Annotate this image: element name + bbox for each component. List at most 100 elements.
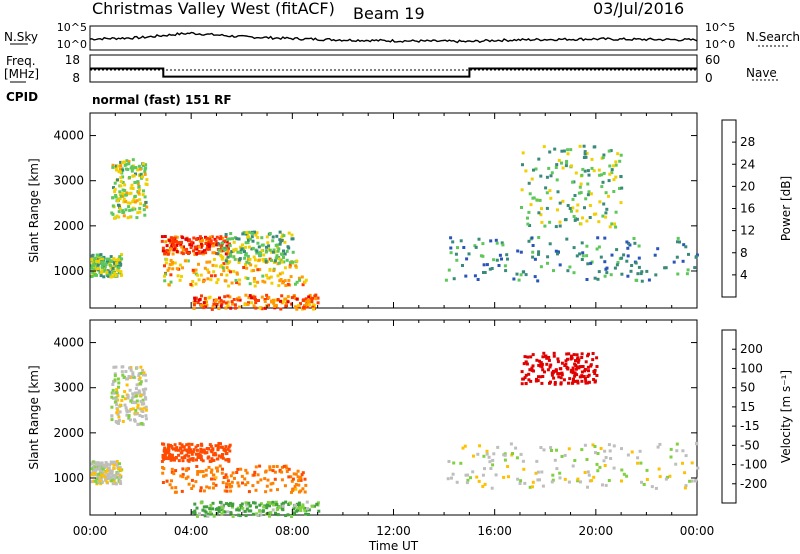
power-cell (127, 205, 131, 209)
power-cell (114, 164, 118, 168)
velocity-cell (317, 509, 321, 513)
power-cell (267, 303, 270, 307)
power-cell (229, 232, 233, 235)
power-cell (252, 269, 256, 272)
power-cell (225, 240, 229, 244)
velocity-cell (607, 443, 611, 447)
velocity-cell (201, 470, 205, 473)
power-cell (313, 294, 317, 298)
velocity-cell (202, 489, 206, 493)
power-cell (270, 250, 274, 254)
velocity-cell (536, 379, 540, 383)
power-cell (181, 266, 184, 270)
velocity-cell (225, 452, 229, 455)
velocity-cell (275, 465, 279, 468)
power-cell (610, 253, 614, 257)
velocity-cell (191, 458, 195, 462)
power-cell (144, 200, 148, 204)
power-cell (678, 240, 681, 244)
power-cell (215, 281, 219, 285)
power-cell (189, 240, 193, 244)
power-cell (283, 279, 287, 283)
power-cell (189, 283, 193, 286)
velocity-cell (577, 366, 581, 370)
power-cell (198, 297, 202, 301)
velocity-cell (201, 508, 205, 512)
power-cell (271, 235, 275, 239)
power-cell (288, 265, 292, 269)
velocity-cell (612, 444, 616, 448)
velocity-cell (114, 397, 118, 401)
velocity-cell (297, 483, 301, 487)
power-cell (281, 281, 285, 285)
velocity-cell (558, 367, 562, 371)
power-cell (256, 236, 260, 239)
time-tick-label: 16:00 (477, 524, 512, 538)
velocity-cell (107, 477, 111, 480)
power-cell (225, 266, 229, 270)
power-cell (199, 251, 202, 255)
velocity-cell (586, 354, 590, 358)
power-cell (200, 294, 203, 298)
power-cell (138, 167, 142, 171)
noise-tick-left-top: 10^5 (57, 21, 87, 34)
power-cell (605, 266, 609, 270)
power-cell (93, 260, 97, 264)
power-cell (548, 220, 552, 224)
velocity-cell (212, 514, 216, 518)
power-cell (282, 234, 286, 238)
velocity-cell (559, 382, 563, 386)
power-cell (277, 261, 281, 265)
velocity-cell (461, 446, 465, 450)
velocity-cell (523, 355, 527, 359)
velocity-cell (113, 474, 117, 478)
velocity-cell (178, 447, 182, 451)
velocity-cell (273, 477, 277, 481)
velocity-cell (207, 465, 211, 469)
power-cell (530, 236, 534, 240)
velocity-cell (265, 503, 269, 507)
power-cell (682, 243, 686, 247)
velocity-cell (289, 475, 293, 479)
velocity-cell (547, 358, 551, 362)
velocity-cell (514, 446, 518, 450)
power-cell (554, 249, 558, 253)
power-cell (625, 259, 629, 263)
velocity-cell (215, 512, 219, 516)
power-cell (201, 252, 205, 256)
power-cell (211, 251, 215, 255)
power-cell (219, 237, 223, 240)
power-cell (596, 277, 600, 281)
power-cell (287, 231, 291, 235)
velocity-cell (603, 449, 607, 453)
power-cell (285, 258, 289, 262)
velocity-cell (223, 489, 227, 493)
velocity-cell (126, 377, 129, 381)
power-cell (449, 251, 453, 255)
velocity-cell (545, 362, 549, 366)
velocity-cell (591, 358, 595, 362)
power-cell (243, 256, 247, 260)
velocity-cell (566, 367, 570, 371)
power-cell (172, 243, 175, 247)
power-cell (254, 306, 258, 310)
velocity-cell (135, 366, 139, 370)
velocity-cell (118, 410, 122, 414)
power-cell (264, 258, 268, 262)
power-cell (224, 259, 228, 263)
velocity-cell (117, 418, 121, 422)
velocity-cell (565, 352, 569, 356)
power-cell (168, 262, 172, 266)
power-cell (483, 271, 487, 274)
power-cell (563, 218, 567, 222)
velocity-cell (116, 377, 120, 381)
velocity-cell (604, 483, 608, 487)
velocity-cell (120, 370, 124, 374)
velocity-cell (485, 452, 489, 456)
velocity-cell (172, 472, 176, 476)
velocity-cell (251, 512, 255, 516)
power-cell (252, 304, 256, 308)
velocity-cell (684, 454, 688, 458)
power-cell (607, 194, 610, 198)
power-cell (497, 264, 501, 267)
